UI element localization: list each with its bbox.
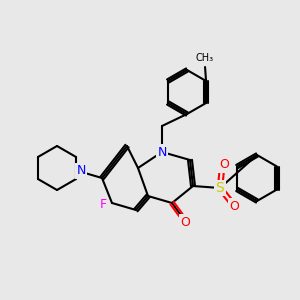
Text: N: N xyxy=(157,146,167,158)
Text: CH₃: CH₃ xyxy=(196,53,214,63)
Text: S: S xyxy=(216,181,224,195)
Text: O: O xyxy=(229,200,239,212)
Text: F: F xyxy=(99,197,106,211)
Text: O: O xyxy=(219,158,229,172)
Text: N: N xyxy=(76,164,86,178)
Text: O: O xyxy=(180,215,190,229)
